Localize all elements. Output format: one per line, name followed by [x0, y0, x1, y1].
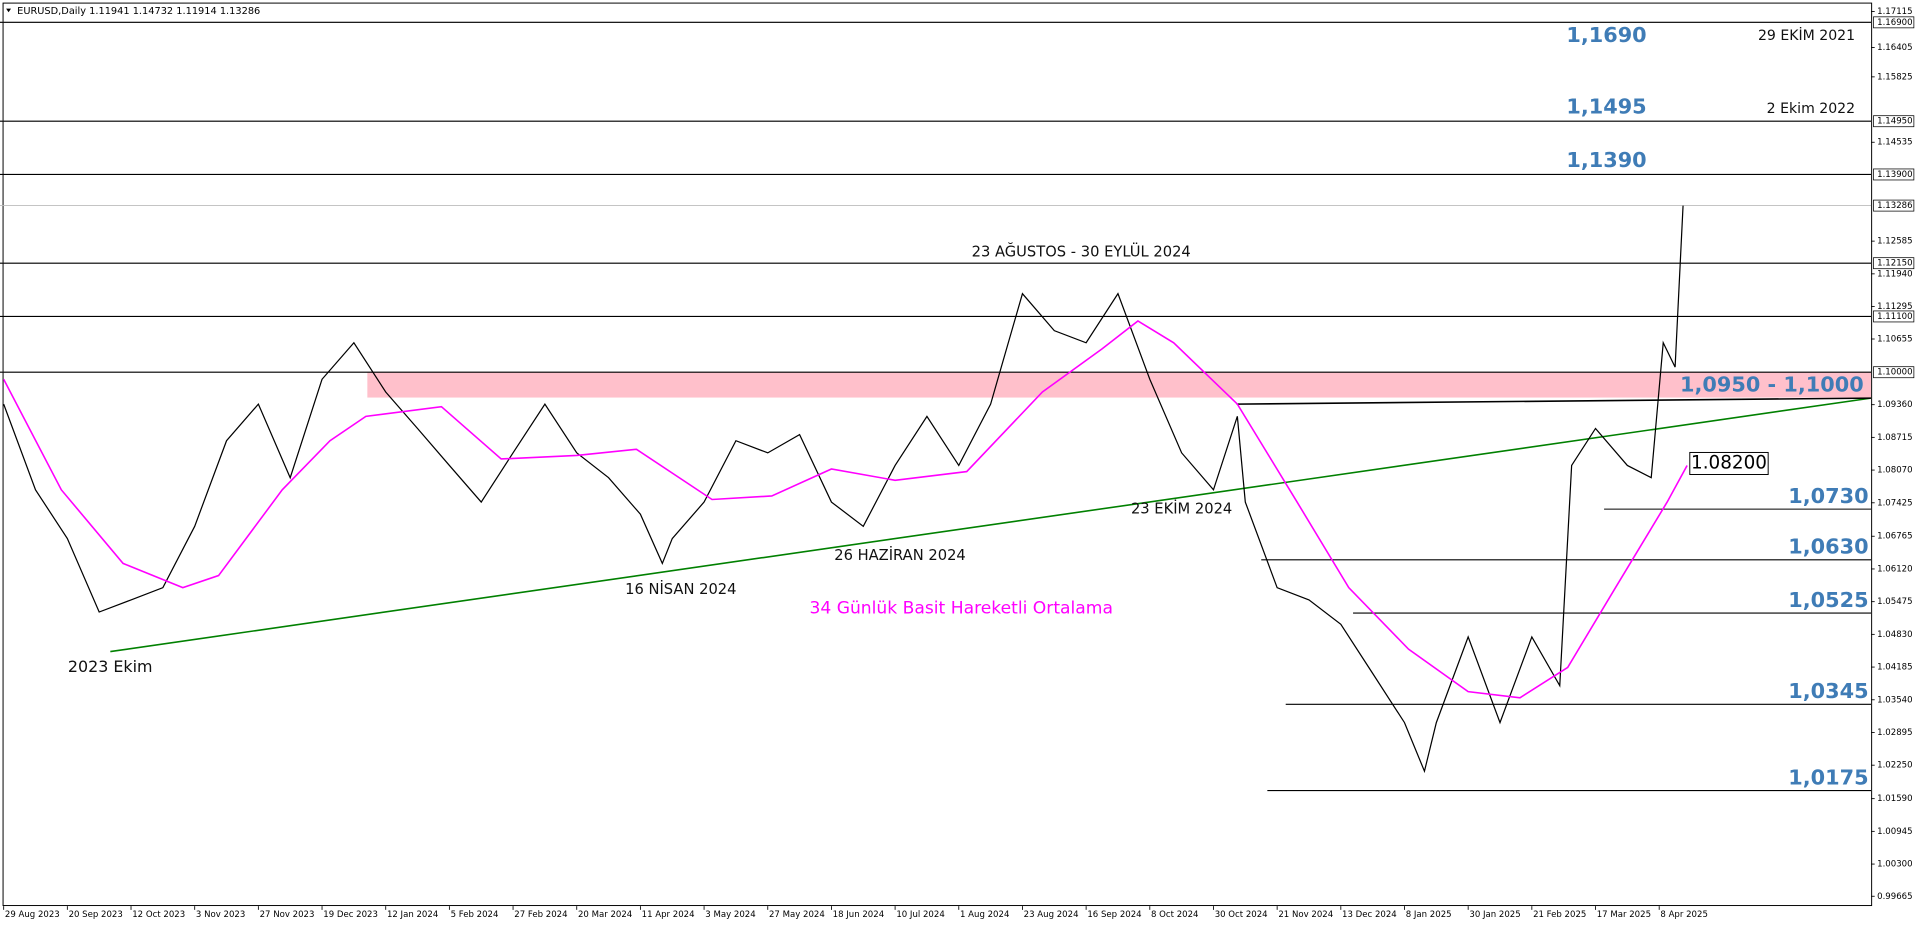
y-tick-label: 1.12585 — [1877, 237, 1912, 247]
y-tick-label: 1.09360 — [1877, 400, 1912, 410]
y-tick-label: 1.07425 — [1877, 498, 1912, 508]
annotation: 23 EKİM 2024 — [1131, 499, 1232, 517]
price-marker-box — [1873, 115, 1915, 128]
price-line — [3, 205, 1684, 774]
level-label: 1,0525 — [1788, 588, 1868, 612]
x-tick-label: 13 Dec 2024 — [1342, 910, 1397, 920]
price-marker-box — [1873, 199, 1915, 212]
level-label: 1,1495 — [1566, 95, 1646, 119]
y-tick-label: 1.02895 — [1877, 728, 1912, 738]
level-label: 1,0345 — [1788, 679, 1868, 703]
x-tick-label: 20 Mar 2024 — [578, 910, 632, 920]
annotation: 16 NİSAN 2024 — [625, 580, 736, 598]
chart-title: EURUSD,Daily 1.11941 1.14732 1.11914 1.1… — [17, 6, 260, 17]
x-tick-label: 27 Feb 2024 — [514, 910, 567, 920]
x-tick-label: 18 Jun 2024 — [833, 910, 885, 920]
legend-label: 34 Günlük Basit Hareketli Ortalama — [809, 599, 1113, 619]
plot-frame — [2, 2, 1873, 907]
y-tick-label: 1.01590 — [1877, 794, 1912, 804]
y-tick-label: 1.04830 — [1877, 630, 1912, 640]
y-tick-label: 1.08070 — [1877, 466, 1912, 476]
x-tick-label: 1 Aug 2024 — [960, 910, 1009, 920]
y-tick-label: 1.11940 — [1877, 269, 1912, 279]
marker-label: 1.08200 — [1691, 452, 1767, 473]
level-label: 1,1690 — [1566, 23, 1646, 47]
x-tick-label: 27 Nov 2023 — [260, 910, 315, 920]
x-tick-label: 29 Aug 2023 — [5, 910, 60, 920]
x-tick-label: 3 May 2024 — [705, 910, 755, 920]
neckline — [1236, 397, 1871, 405]
level-note: 2 Ekim 2022 — [1767, 101, 1855, 117]
y-tick-label: 1.08715 — [1877, 433, 1912, 443]
x-tick-label: 11 Apr 2024 — [642, 910, 695, 920]
price-marker-label: 1.13286 — [1877, 201, 1912, 211]
y-tick-label: 1.14535 — [1877, 138, 1912, 148]
marker-box — [1689, 451, 1769, 475]
support-zone — [367, 372, 1872, 398]
x-tick-label: 21 Feb 2025 — [1533, 910, 1586, 920]
y-tick-label: 1.00300 — [1877, 860, 1912, 870]
price-marker-box — [1873, 16, 1915, 29]
x-tick-label: 8 Apr 2025 — [1660, 910, 1707, 920]
y-tick-label: 1.16405 — [1877, 43, 1912, 53]
x-tick-label: 10 Jul 2024 — [896, 910, 944, 920]
x-tick-label: 21 Nov 2024 — [1278, 910, 1333, 920]
price-marker-box — [1873, 168, 1915, 181]
level-label: 1,1390 — [1566, 148, 1646, 172]
y-tick-label: 1.11295 — [1877, 302, 1912, 312]
menu-arrow[interactable] — [6, 8, 12, 13]
x-tick-label: 30 Oct 2024 — [1215, 910, 1268, 920]
y-tick-label: 0.99665 — [1877, 892, 1912, 902]
level-label: 1,0730 — [1788, 484, 1868, 508]
x-tick-label: 30 Jan 2025 — [1469, 910, 1520, 920]
x-tick-label: 8 Oct 2024 — [1151, 910, 1199, 920]
x-tick-label: 8 Jan 2025 — [1406, 910, 1452, 920]
price-marker-label: 1.10000 — [1877, 368, 1912, 378]
y-tick-label: 1.17115 — [1877, 7, 1912, 17]
level-label: 1,0175 — [1788, 765, 1868, 789]
price-marker-box — [1873, 310, 1915, 323]
price-marker-label: 1.12150 — [1877, 259, 1912, 269]
zone-label: 1,0950 - 1,1000 — [1680, 373, 1864, 397]
price-marker-label: 1.16900 — [1877, 18, 1912, 28]
x-tick-label: 20 Sep 2023 — [69, 910, 123, 920]
x-tick-label: 17 Mar 2025 — [1597, 910, 1651, 920]
trendline — [110, 397, 1872, 653]
x-tick-label: 23 Aug 2024 — [1024, 910, 1079, 920]
y-tick-label: 1.00945 — [1877, 827, 1912, 837]
moving-average — [2, 320, 1688, 699]
annotation: 23 AĞUSTOS - 30 EYLÜL 2024 — [972, 242, 1191, 260]
y-tick-label: 1.04185 — [1877, 663, 1912, 673]
y-tick-label: 1.03540 — [1877, 695, 1912, 705]
price-marker-box — [1873, 257, 1915, 270]
annotation: 2023 Ekim — [68, 657, 153, 676]
price-marker-label: 1.11100 — [1877, 312, 1912, 322]
level-label: 1,0630 — [1788, 535, 1868, 559]
x-tick-label: 27 May 2024 — [769, 910, 825, 920]
price-marker-label: 1.14950 — [1877, 117, 1912, 127]
x-tick-label: 3 Nov 2023 — [196, 910, 245, 920]
y-tick-label: 1.15825 — [1877, 72, 1912, 82]
x-tick-label: 19 Dec 2023 — [323, 910, 378, 920]
level-note: 29 EKİM 2021 — [1758, 26, 1855, 44]
x-tick-label: 12 Oct 2023 — [132, 910, 185, 920]
annotation: 26 HAZİRAN 2024 — [834, 546, 966, 564]
y-tick-label: 1.06765 — [1877, 532, 1912, 542]
y-tick-label: 1.02250 — [1877, 761, 1912, 771]
y-tick-label: 1.05475 — [1877, 597, 1912, 607]
x-tick-label: 5 Feb 2024 — [451, 910, 499, 920]
x-tick-label: 12 Jan 2024 — [387, 910, 438, 920]
y-tick-label: 1.06120 — [1877, 564, 1912, 574]
price-marker-label: 1.13900 — [1877, 170, 1912, 180]
price-marker-box — [1873, 366, 1915, 379]
x-tick-label: 16 Sep 2024 — [1087, 910, 1141, 920]
y-tick-label: 1.10655 — [1877, 335, 1912, 345]
